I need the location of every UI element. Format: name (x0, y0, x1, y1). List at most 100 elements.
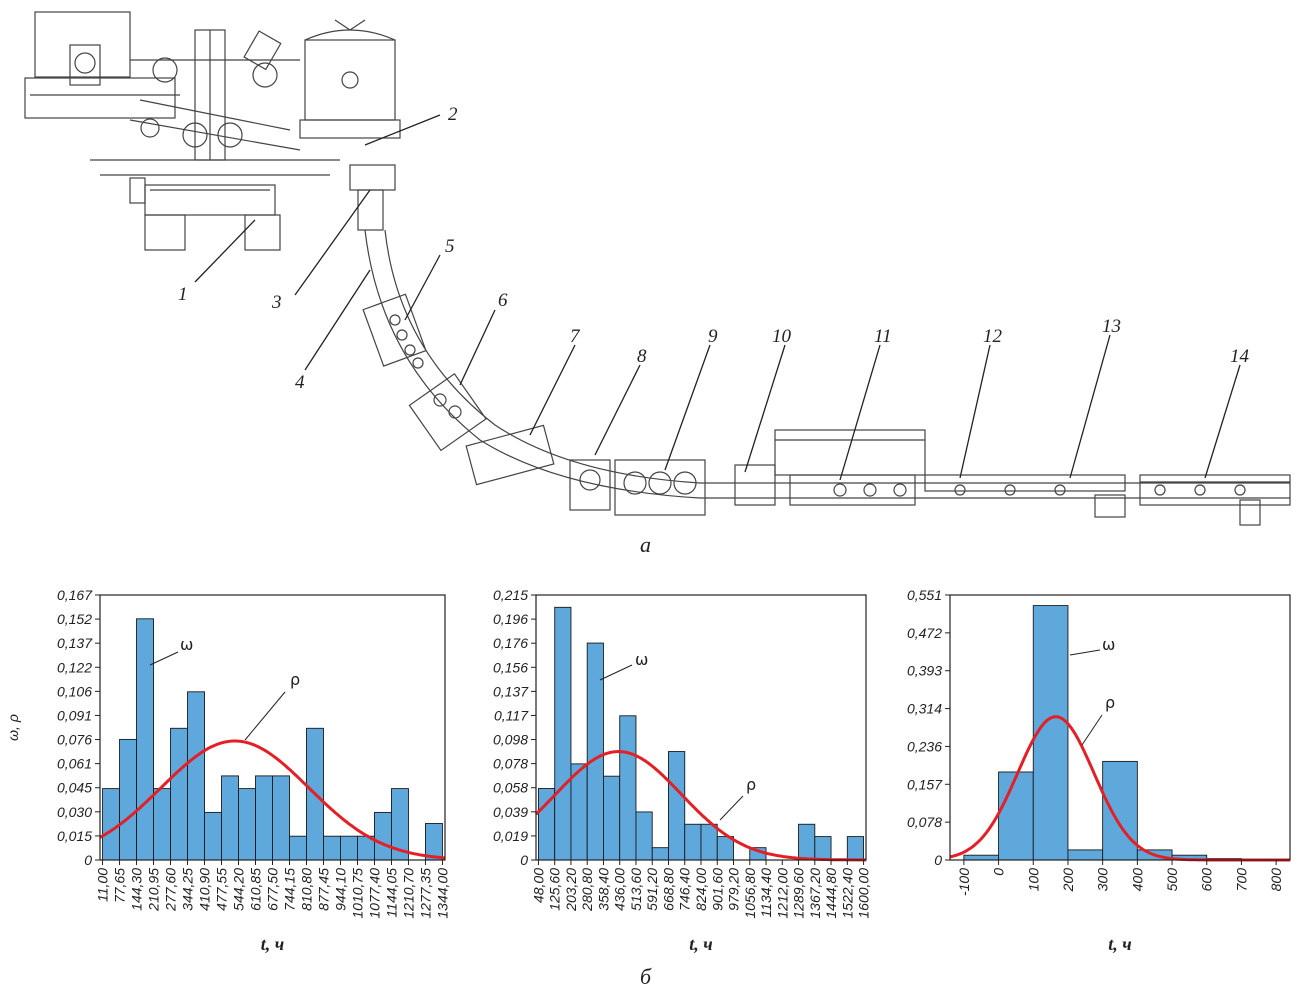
y-tick-label: 0,015 (57, 828, 92, 844)
x-tick-label: 1522,40 (839, 868, 855, 919)
bar-1 (119, 738, 137, 861)
x-tick-label: 1134,40 (758, 868, 774, 918)
x-tick-label: 1056,80 (742, 868, 758, 919)
x-tick-label: 610,85 (248, 868, 264, 911)
bar-19 (846, 836, 865, 861)
callout-5: 5 (445, 236, 455, 257)
x-tick-label: 944,10 (332, 868, 348, 911)
bar-0 (963, 854, 1000, 861)
x-tick-label: 0 (991, 868, 1007, 876)
bar-3 (1067, 849, 1104, 861)
bar-11 (716, 836, 734, 861)
y-tick-label: 0 (84, 852, 92, 868)
x-tick-label: 1077,40 (366, 868, 382, 919)
bar-6 (204, 811, 222, 861)
roller-tables (924, 474, 1291, 526)
bar-3 (586, 642, 604, 861)
y-tick-label: 0,117 (494, 707, 529, 723)
y-tick-label: 0,091 (57, 707, 92, 723)
panel-b-label: б (640, 964, 652, 989)
x-tick-label: 344,25 (180, 868, 196, 911)
bar-11 (289, 835, 307, 861)
bar-13 (323, 835, 341, 861)
callout-11: 11 (874, 326, 892, 347)
bar-8 (238, 788, 256, 861)
x-tick-label: 77,65 (112, 868, 128, 903)
bar-1 (998, 771, 1034, 861)
x-tick-label: 1210,70 (400, 868, 416, 919)
y-tick-label: 0,078 (493, 756, 528, 772)
x-tick-label: 700 (1233, 868, 1249, 892)
bar-8 (668, 751, 686, 861)
x-tick-label: 410,90 (197, 868, 213, 911)
y-tick-label: 0,078 (907, 814, 942, 830)
x-tick-label: 1277,35 (417, 868, 433, 919)
x-tick-label: 125,60 (547, 868, 563, 911)
callout-7: 7 (570, 326, 581, 347)
bar-5 (619, 715, 637, 861)
x-tick-label: 1344,00 (434, 868, 450, 919)
callout-9: 9 (708, 326, 718, 347)
bar-7 (651, 847, 669, 861)
y-tick-label: 0,314 (907, 701, 942, 717)
x-tick-label: 901,60 (709, 868, 725, 911)
x-tick-label: 544,20 (231, 868, 247, 911)
x-tick-label: 591,20 (644, 868, 660, 911)
omega-label: ω (180, 635, 193, 654)
y-axis-label: ω, ρ (5, 714, 21, 741)
x-tick-label: 800 (1268, 868, 1284, 892)
y-tick-label: 0,393 (907, 663, 942, 679)
bar-4 (603, 775, 621, 861)
x-tick-label: 746,40 (677, 868, 693, 911)
y-tick-label: 0 (520, 852, 528, 868)
y-tick-label: 0,551 (907, 587, 942, 603)
callout-14: 14 (1230, 346, 1250, 367)
bar-0 (102, 788, 120, 861)
y-tick-label: 0,472 (907, 625, 942, 641)
bar-17 (814, 836, 832, 861)
x-tick-label: 436,00 (612, 868, 628, 911)
y-tick-label: 0,039 (493, 804, 528, 820)
bar-9 (255, 775, 273, 861)
x-tick-label: 1010,75 (349, 868, 365, 919)
rho-label: ρ (746, 775, 756, 794)
x-tick-label: 11,00 (95, 868, 111, 902)
bar-16 (798, 823, 816, 861)
bars (537, 606, 865, 861)
x-tick-label: 144,30 (129, 868, 145, 911)
x-tick-label: 1444,80 (823, 868, 839, 919)
x-tick-label: 677,50 (265, 868, 281, 911)
x-tick-label: 203,20 (563, 868, 579, 912)
bar-10 (700, 823, 718, 861)
omega-leader (149, 651, 179, 666)
y-tick-label: 0,019 (493, 828, 528, 844)
x-tick-label: 280,80 (579, 868, 595, 912)
bar-4 (170, 727, 188, 861)
y-tick-label: 0,236 (907, 738, 942, 754)
callout-12: 12 (983, 326, 1003, 347)
bar-3 (153, 788, 171, 861)
callout-3: 3 (271, 292, 282, 313)
x-axis-label: t, ч (261, 934, 284, 954)
y-tick-label: 0,157 (907, 776, 943, 792)
x-tick-label: 513,60 (628, 868, 644, 911)
y-tick-label: 0,196 (493, 611, 528, 627)
y-tick-label: 0 (934, 852, 942, 868)
x-tick-label: 744,15 (281, 868, 297, 911)
omega-leader (1069, 649, 1101, 656)
x-tick-label: 358,40 (595, 868, 611, 911)
bar-2 (1032, 605, 1069, 861)
y-tick-label: 0,076 (57, 732, 92, 748)
x-tick-label: 400 (1129, 868, 1145, 892)
x-tick-label: 979,20 (726, 868, 742, 911)
y-tick-label: 0,058 (493, 780, 528, 796)
y-tick-label: 0,156 (493, 659, 528, 675)
bar-4 (1102, 760, 1138, 861)
rho-leader (1081, 714, 1103, 746)
bar-6 (635, 811, 653, 861)
callout-2: 2 (448, 104, 458, 125)
caster-scheme: 1 2 3 4 5 6 7 8 9 10 11 12 13 14 а (24, 11, 1291, 557)
bar-7 (221, 775, 239, 861)
ladle-right (299, 19, 401, 139)
x-tick-label: 277,60 (163, 868, 179, 912)
